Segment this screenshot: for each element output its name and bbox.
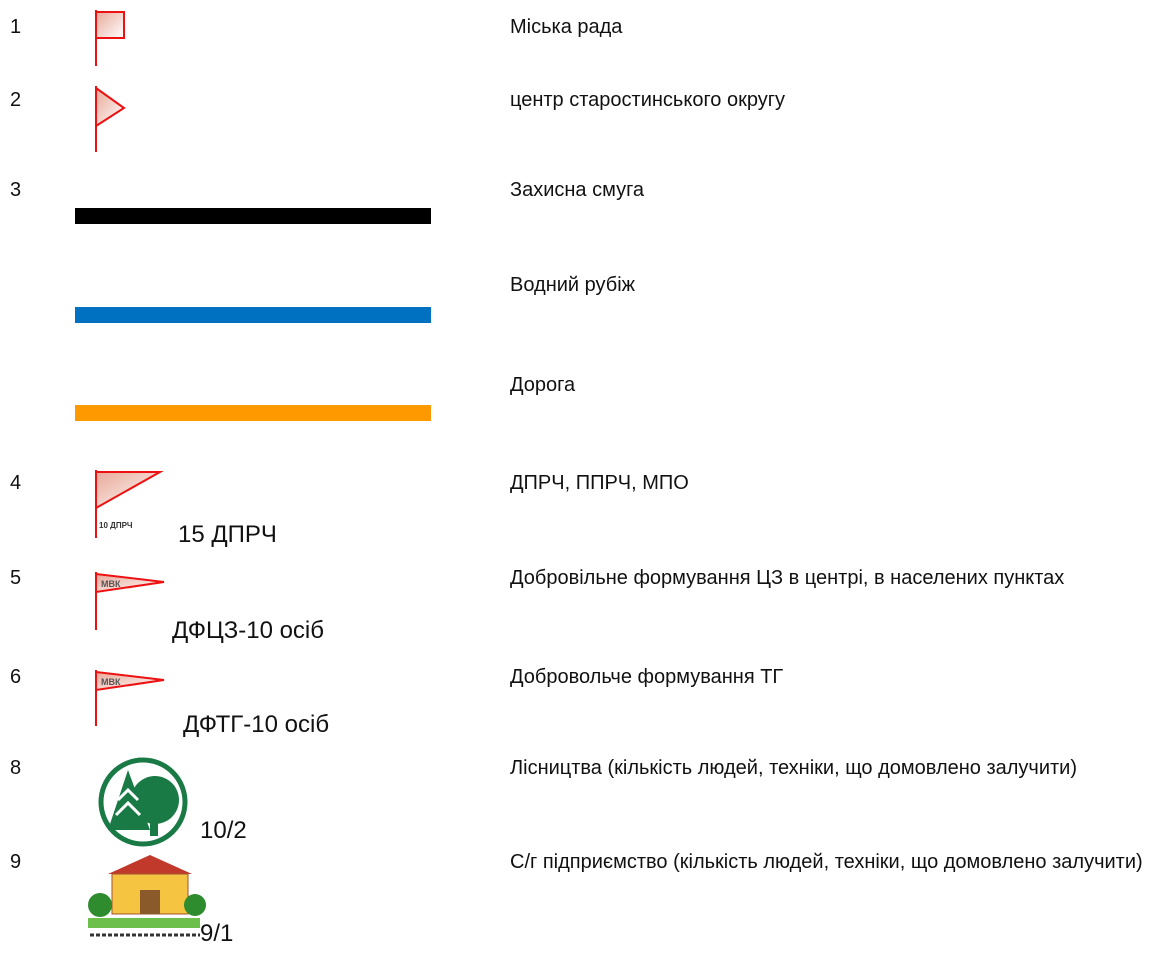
description: Добровольче формування ТГ	[510, 656, 1160, 698]
orange-line	[75, 405, 431, 421]
symbol-caption: 15 ДПРЧ	[178, 514, 277, 556]
flag-label: МВК	[101, 677, 121, 687]
symbol-caption: ДФЦЗ-10 осіб	[172, 610, 324, 652]
black-line	[75, 208, 431, 224]
symbol-caption: 10/2	[200, 810, 247, 852]
description: центр старостинського округу	[510, 79, 1160, 121]
flag-triangle	[96, 86, 124, 152]
row-number: 6	[10, 656, 21, 698]
flag-square	[96, 10, 124, 66]
description: ДПРЧ, ППРЧ, МПО	[510, 462, 1160, 504]
row-number: 8	[10, 747, 21, 789]
row-number: 2	[10, 79, 21, 121]
blue-line	[75, 307, 431, 323]
description: Захисна смуга	[510, 169, 1160, 211]
description: Лісництва (кількість людей, техніки, що …	[510, 747, 1160, 789]
description: Водний рубіж	[510, 264, 1160, 306]
row-number: 4	[10, 462, 21, 504]
forest-icon	[101, 760, 185, 844]
row-number: 3	[10, 169, 21, 211]
description: Добровільне формування ЦЗ в центрі, в на…	[510, 557, 1160, 599]
legend-page: 10 ДПРЧ МВК МВК 1 Міська рада 2 центр ст…	[0, 0, 1165, 965]
description: Міська рада	[510, 6, 1160, 48]
flag-label: МВК	[101, 579, 121, 589]
symbol-caption: 9/1	[200, 913, 233, 955]
description: С/г підприємство (кількість людей, техні…	[510, 841, 1160, 883]
description: Дорога	[510, 364, 1160, 406]
symbol-caption: ДФТГ-10 осіб	[183, 704, 329, 746]
farm-icon	[88, 855, 206, 935]
row-number: 9	[10, 841, 21, 883]
row-number: 5	[10, 557, 21, 599]
row-number: 1	[10, 6, 21, 48]
flag-label: 10 ДПРЧ	[99, 521, 133, 530]
